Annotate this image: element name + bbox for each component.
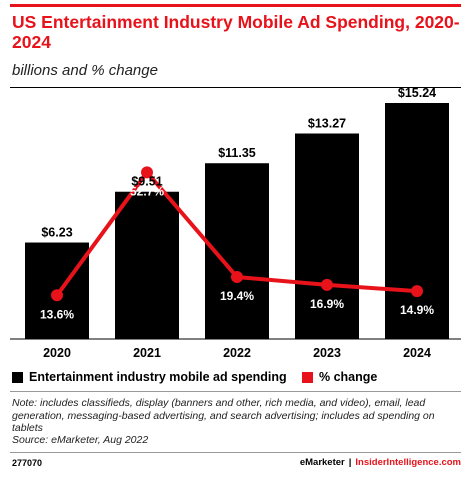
x-tick-label-2021: 2021 [133, 346, 161, 360]
chart-plot: $6.23 2020 $9.51 2021 $11.35 2022 $13.27 2023 $1… [10, 88, 461, 360]
bar-value-label-2022: $11.35 [218, 146, 256, 160]
x-tick-label-2023: 2023 [313, 346, 341, 360]
bar-2023 [295, 133, 359, 339]
change-label-2024: 14.9% [400, 303, 434, 317]
change-point-2021 [141, 166, 153, 179]
brand-separator: | [348, 457, 352, 468]
top-accent-rule [10, 4, 461, 7]
change-point-2023 [321, 278, 333, 291]
legend-item-spending: Entertainment industry mobile ad spendin… [12, 370, 287, 384]
note-divider [10, 391, 461, 392]
legend-label-spending: Entertainment industry mobile ad spendin… [29, 370, 287, 384]
change-label-2020: 13.6% [40, 307, 74, 321]
bar-value-label-2021: $9.51 [131, 175, 162, 189]
bar-2024 [385, 103, 449, 339]
legend-swatch-spending [12, 371, 23, 383]
bar-value-label-2024: $15.24 [398, 88, 436, 100]
chart-source: Source: eMarketer, Aug 2022 [12, 434, 149, 446]
bar-value-label-2023: $13.27 [308, 117, 346, 131]
change-point-2024 [411, 285, 423, 298]
brand-emarketer: eMarketer [299, 457, 345, 468]
x-tick-label-2020: 2020 [43, 346, 71, 360]
header-divider [10, 87, 461, 88]
chart-id: 277070 [12, 458, 43, 468]
bar-2021 [115, 191, 179, 339]
change-point-2020 [51, 289, 63, 302]
x-tick-label-2024: 2024 [403, 346, 431, 360]
brand-credit: eMarketer | InsiderIntelligence.com [300, 457, 461, 468]
change-label-2021: 52.7% [130, 184, 164, 198]
footer-divider [10, 452, 461, 453]
chart-title: US Entertainment Industry Mobile Ad Spen… [12, 12, 460, 52]
legend-label-change: % change [319, 370, 378, 384]
brand-insider-intelligence: InsiderIntelligence.com [355, 457, 461, 468]
x-tick-label-2022: 2022 [223, 346, 251, 360]
bar-value-label-2020: $6.23 [41, 226, 72, 240]
legend-swatch-change [302, 371, 313, 383]
change-point-2022 [231, 271, 243, 284]
chart-note: Note: includes classifieds, display (ban… [12, 397, 435, 434]
legend-item-change: % change [302, 370, 377, 384]
change-label-2023: 16.9% [310, 297, 344, 311]
legend: Entertainment industry mobile ad spendin… [12, 370, 462, 386]
chart-subtitle: billions and % change [12, 62, 158, 79]
change-label-2022: 19.4% [220, 289, 254, 303]
